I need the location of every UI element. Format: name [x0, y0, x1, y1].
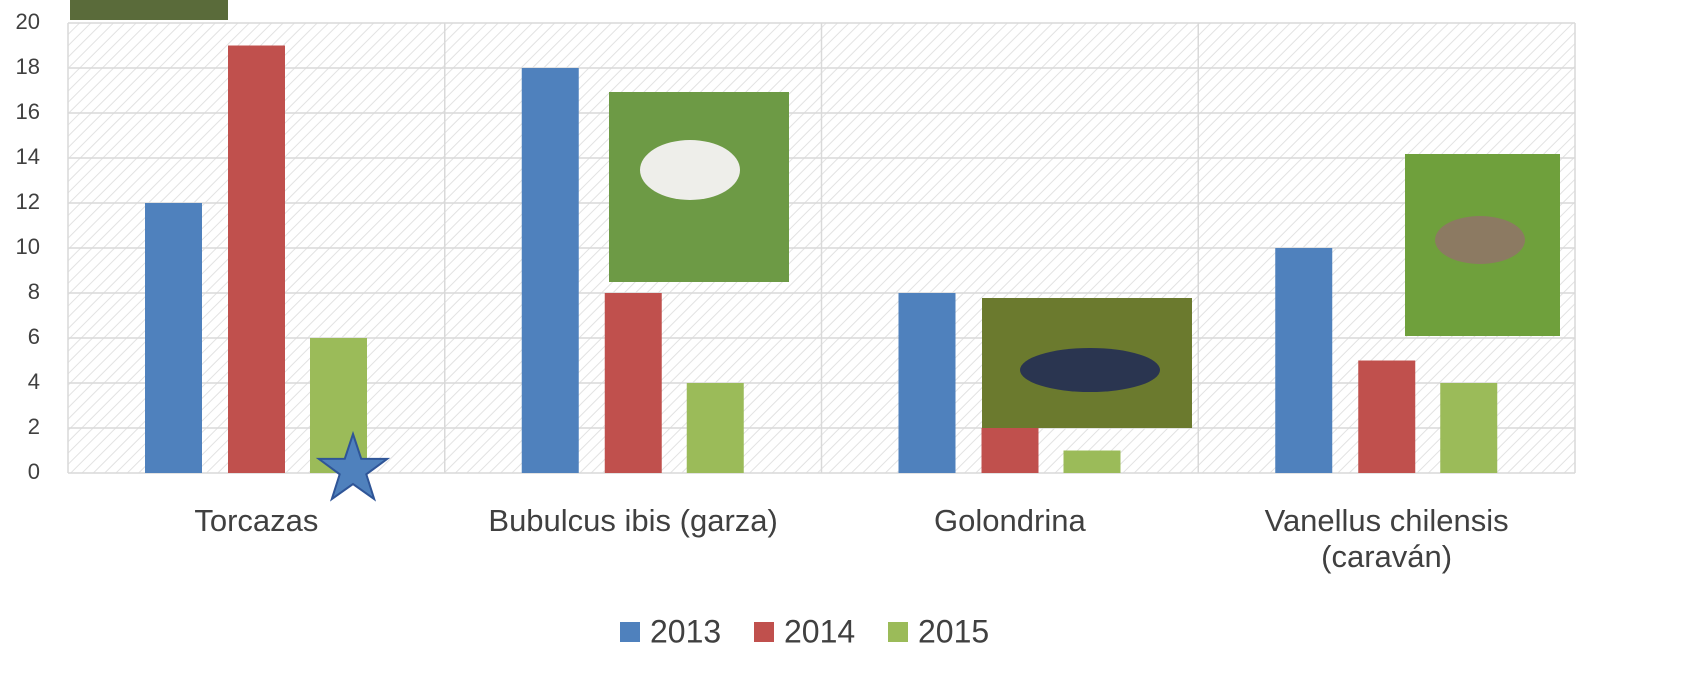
- bar: [604, 293, 662, 473]
- y-tick-label: 18: [16, 54, 40, 79]
- bar: [228, 45, 285, 473]
- photo-bird: [1435, 216, 1525, 264]
- legend-label: 2014: [784, 613, 855, 649]
- x-tick-label: Bubulcus ibis (garza): [488, 503, 778, 538]
- y-tick-label: 6: [28, 324, 40, 349]
- bar: [145, 203, 202, 473]
- y-tick-label: 14: [16, 144, 40, 169]
- bar: [898, 293, 956, 473]
- y-tick-label: 20: [16, 9, 40, 34]
- y-tick-label: 4: [28, 369, 40, 394]
- bar: [521, 68, 579, 473]
- bar: [1063, 450, 1121, 473]
- legend-label: 2015: [918, 613, 989, 649]
- bar: [981, 428, 1039, 473]
- x-tick-label: Vanellus chilensis (caraván): [1264, 503, 1509, 574]
- photo: [70, 0, 228, 20]
- star: [315, 430, 391, 502]
- bar: [1440, 383, 1498, 473]
- photo-bird: [640, 140, 740, 200]
- y-tick-label: 12: [16, 189, 40, 214]
- legend-label: 2013: [650, 613, 721, 649]
- legend-swatch: [888, 622, 908, 642]
- bar: [1358, 360, 1416, 473]
- bar: [686, 383, 744, 473]
- legend-swatch: [754, 622, 774, 642]
- y-tick-label: 8: [28, 279, 40, 304]
- bar: [1275, 248, 1333, 473]
- y-tick-label: 2: [28, 414, 40, 439]
- y-tick-label: 10: [16, 234, 40, 259]
- x-tick-label: Golondrina: [934, 503, 1086, 538]
- y-tick-label: 0: [28, 459, 40, 484]
- photo-bird: [1020, 348, 1160, 392]
- x-tick-label: Torcazas: [194, 503, 319, 538]
- legend-swatch: [620, 622, 640, 642]
- y-tick-label: 16: [16, 99, 40, 124]
